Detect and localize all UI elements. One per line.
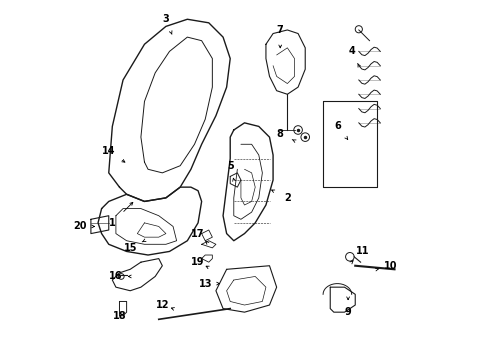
Text: 8: 8 <box>276 129 283 139</box>
Text: 4: 4 <box>347 46 354 57</box>
Text: 12: 12 <box>155 300 169 310</box>
Text: 20: 20 <box>73 221 87 231</box>
Text: 17: 17 <box>191 229 204 239</box>
Text: 6: 6 <box>333 121 340 131</box>
Text: 10: 10 <box>384 261 397 271</box>
Text: 13: 13 <box>198 279 211 289</box>
Text: 1: 1 <box>109 218 116 228</box>
Text: 2: 2 <box>284 193 290 203</box>
Text: 3: 3 <box>162 14 169 24</box>
Text: 15: 15 <box>123 243 137 253</box>
Text: 11: 11 <box>355 247 368 256</box>
Text: 19: 19 <box>191 257 204 267</box>
Text: 9: 9 <box>344 307 351 317</box>
Text: 7: 7 <box>276 25 283 35</box>
Text: 14: 14 <box>102 147 115 157</box>
Text: 18: 18 <box>112 311 126 321</box>
Text: 5: 5 <box>226 161 233 171</box>
Text: 16: 16 <box>109 271 122 282</box>
